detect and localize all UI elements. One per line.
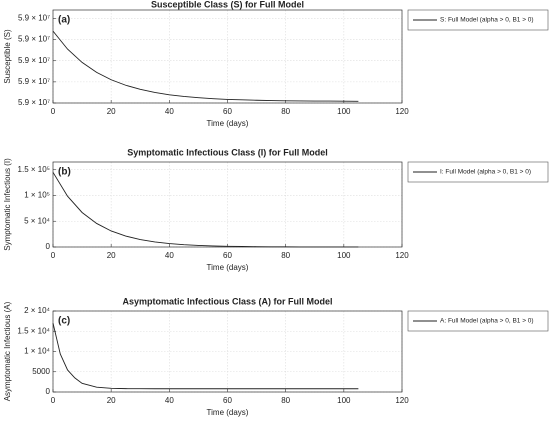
y-tick-label: 5.9 × 10⁷ [18, 77, 50, 86]
chart-title: Susceptible Class (S) for Full Model [151, 0, 304, 9]
x-tick-label: 0 [51, 107, 56, 116]
y-tick-label: 5.9 × 10⁷ [18, 56, 50, 65]
legend-label: S: Full Model (alpha > 0, B1 > 0) [440, 17, 534, 24]
x-tick-label: 100 [337, 251, 351, 260]
legend-box [407, 9, 549, 31]
y-tick-label: 2 × 10⁴ [24, 306, 50, 315]
x-tick-label: 60 [223, 251, 232, 260]
x-tick-label: 80 [281, 107, 290, 116]
x-tick-label: 60 [223, 396, 232, 405]
x-tick-label: 80 [281, 396, 290, 405]
y-tick-label: 1 × 10⁴ [24, 347, 50, 356]
x-tick-label: 0 [51, 251, 56, 260]
data-line [52, 30, 359, 102]
chart-title: Symptomatic Infectious Class (I) for Ful… [127, 147, 328, 157]
x-tick-label: 100 [337, 396, 351, 405]
y-tick-label: 0 [46, 242, 51, 251]
y-tick-label: 5.9 × 10⁷ [18, 98, 50, 107]
x-tick-label: 80 [281, 251, 290, 260]
y-tick-label: 1 × 10⁵ [24, 191, 50, 200]
x-tick-label: 20 [107, 107, 116, 116]
y-tick-label: 1.5 × 10⁴ [17, 326, 50, 335]
x-tick-label: 0 [51, 396, 56, 405]
legend-box [407, 310, 549, 332]
x-tick-label: 120 [395, 251, 409, 260]
y-tick-label: 5.9 × 10⁷ [18, 35, 50, 44]
x-tick-label: 40 [165, 107, 174, 116]
panel-label: (b) [58, 167, 71, 178]
x-tick-label: 20 [107, 251, 116, 260]
x-tick-label: 40 [165, 251, 174, 260]
y-axis-label: Symptomatic Infectious (I) [3, 158, 12, 251]
y-tick-label: 1.5 × 10⁵ [18, 165, 50, 174]
y-tick-label: 5000 [32, 367, 50, 376]
y-axis-label: Susceptible (S) [3, 29, 12, 84]
x-axis-label: Time (days) [207, 263, 249, 272]
y-axis-label: Asymptomatic Infectious (A) [3, 301, 12, 401]
y-tick-label: 0 [46, 387, 51, 396]
x-axis-label: Time (days) [207, 119, 249, 128]
data-line [52, 172, 359, 248]
panel-label: (c) [58, 316, 70, 327]
legend-label: I: Full Model (alpha > 0, B1 > 0) [440, 169, 531, 176]
axes-frame [52, 310, 403, 393]
x-tick-label: 60 [223, 107, 232, 116]
axes-frame [52, 9, 403, 104]
x-tick-label: 20 [107, 396, 116, 405]
panel-label: (a) [58, 15, 70, 26]
legend-box [407, 161, 549, 183]
x-tick-label: 100 [337, 107, 351, 116]
x-tick-label: 120 [395, 107, 409, 116]
y-tick-label: 5.9 × 10⁷ [18, 14, 50, 23]
axes-frame [52, 161, 403, 248]
legend-label: A: Full Model (alpha > 0, B1 > 0) [440, 318, 534, 325]
x-axis-label: Time (days) [207, 408, 249, 417]
x-tick-label: 40 [165, 396, 174, 405]
data-line [52, 323, 359, 390]
chart-title: Asymptomatic Infectious Class (A) for Fu… [122, 296, 332, 306]
y-tick-label: 5 × 10⁴ [24, 216, 50, 225]
x-tick-label: 120 [395, 396, 409, 405]
